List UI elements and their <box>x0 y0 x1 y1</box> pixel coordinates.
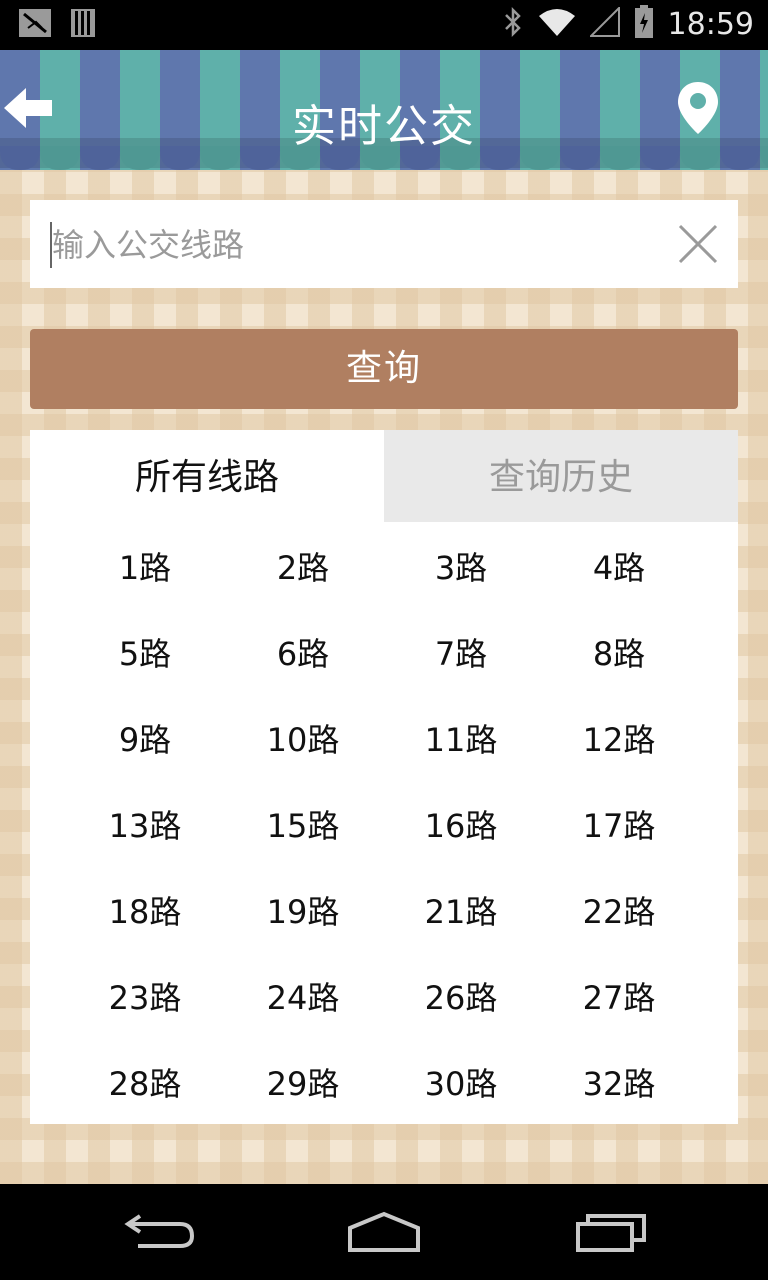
route-item[interactable]: 17路 <box>582 807 656 845</box>
route-item[interactable]: 8路 <box>592 635 646 673</box>
route-item[interactable]: 19路 <box>266 893 340 931</box>
route-item[interactable]: 22路 <box>582 893 656 931</box>
text-cursor <box>50 222 52 268</box>
route-item[interactable]: 13路 <box>108 807 182 845</box>
app-header: 实时公交 <box>0 50 768 170</box>
route-item[interactable]: 11路 <box>424 721 498 759</box>
route-item[interactable]: 10路 <box>266 721 340 759</box>
status-bar: 18:59 <box>0 0 768 50</box>
wifi-icon <box>538 7 576 41</box>
route-item[interactable]: 23路 <box>108 979 182 1017</box>
query-button[interactable]: 查询 <box>30 329 738 409</box>
route-item[interactable]: 1路 <box>118 549 172 587</box>
home-icon <box>348 1211 420 1252</box>
back-button[interactable] <box>0 80 60 140</box>
signal-icon <box>588 5 620 41</box>
awning-scallops <box>0 146 768 170</box>
route-item[interactable]: 29路 <box>266 1065 340 1103</box>
route-item[interactable]: 16路 <box>424 807 498 845</box>
clock-time: 18:59 <box>667 6 754 42</box>
tab-query-history[interactable]: 查询历史 <box>384 430 738 522</box>
route-item[interactable]: 18路 <box>108 893 182 931</box>
nav-home-button[interactable] <box>344 1210 424 1254</box>
route-item[interactable]: 21路 <box>424 893 498 931</box>
nav-recents-button[interactable] <box>570 1210 650 1254</box>
route-item[interactable]: 7路 <box>434 635 488 673</box>
navigation-bar <box>0 1184 768 1280</box>
route-item[interactable]: 15路 <box>266 807 340 845</box>
storage-icon <box>70 8 96 42</box>
back-icon <box>124 1214 195 1248</box>
recents-icon <box>576 1214 646 1252</box>
arrow-left-icon <box>4 88 52 128</box>
clear-search-button[interactable] <box>678 224 718 264</box>
battery-icon <box>634 5 654 43</box>
location-button[interactable] <box>676 80 726 140</box>
route-item[interactable]: 30路 <box>424 1065 498 1103</box>
route-search-input[interactable] <box>50 214 664 276</box>
route-item[interactable]: 12路 <box>582 721 656 759</box>
route-item[interactable]: 9路 <box>118 721 172 759</box>
bluetooth-icon <box>502 6 524 42</box>
route-item[interactable]: 27路 <box>582 979 656 1017</box>
map-pin-icon <box>678 82 718 134</box>
route-item[interactable]: 28路 <box>108 1065 182 1103</box>
nav-back-button[interactable] <box>124 1210 204 1254</box>
main-content: 实时公交 查询 所有线路 查询历史 1路2路3路4路5路6路7路8路9路10路1… <box>0 50 768 1184</box>
route-item[interactable]: 32路 <box>582 1065 656 1103</box>
route-item[interactable]: 24路 <box>266 979 340 1017</box>
route-item[interactable]: 4路 <box>592 549 646 587</box>
route-grid: 1路 2路 3路 4路 5路 6路 7路 8路 9路 10路 11路 12路 13路 15路 16路 17路 1… <box>66 522 698 1124</box>
tab-all-routes[interactable]: 所有线路 <box>30 430 384 522</box>
notification-icon <box>18 8 52 42</box>
route-item[interactable]: 26路 <box>424 979 498 1017</box>
search-box <box>30 200 738 288</box>
page-title: 实时公交 <box>292 101 476 152</box>
route-item[interactable]: 6路 <box>276 635 330 673</box>
routes-panel: 所有线路 查询历史 1路 2路 3路 4路 5路 6路 7路 8路 9路 10路 11路 12路 13路… <box>30 430 738 1124</box>
route-item[interactable]: 2路 <box>276 549 330 587</box>
route-item[interactable]: 3路 <box>434 549 488 587</box>
close-icon <box>678 224 718 264</box>
route-item[interactable]: 5路 <box>118 635 172 673</box>
